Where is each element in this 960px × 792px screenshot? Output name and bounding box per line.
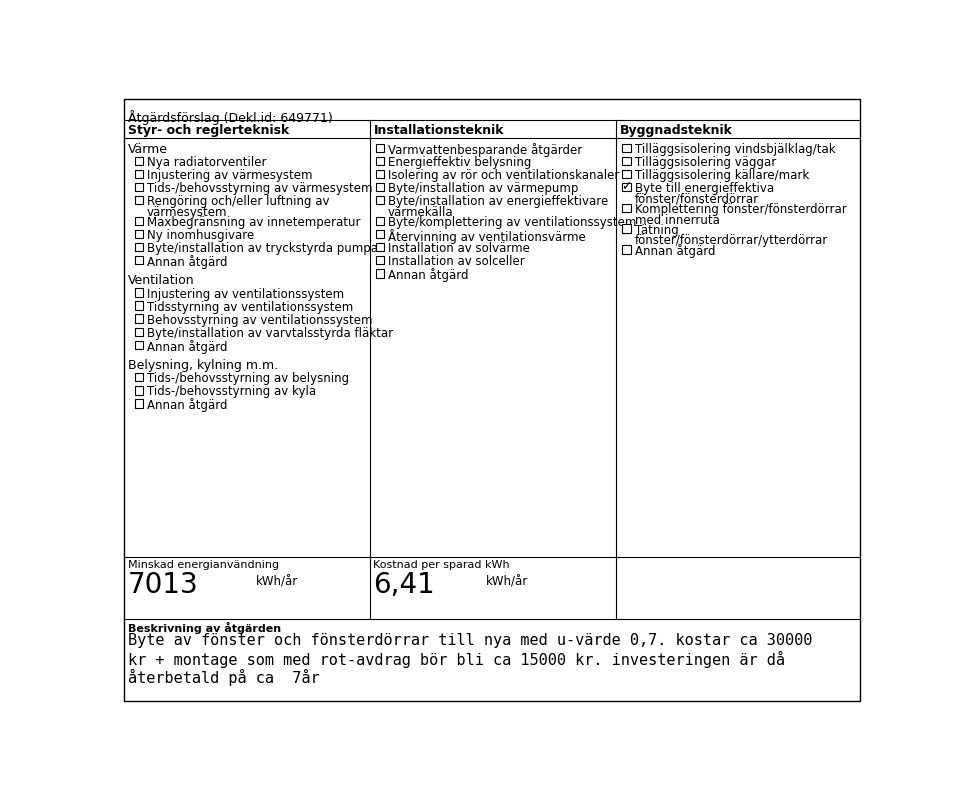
Bar bbox=[134, 373, 143, 382]
Text: Tids-/behovsstyrning av belysning: Tids-/behovsstyrning av belysning bbox=[147, 372, 349, 385]
Text: Tidsstyrning av ventilationssystem: Tidsstyrning av ventilationssystem bbox=[147, 301, 353, 314]
Text: Rengöring och/eller luftning av: Rengöring och/eller luftning av bbox=[147, 195, 329, 208]
Bar bbox=[375, 269, 384, 277]
Bar bbox=[375, 157, 384, 165]
Bar bbox=[375, 243, 384, 251]
Text: Tilläggsisolering vindsbjälklag/tak: Tilläggsisolering vindsbjälklag/tak bbox=[635, 143, 835, 156]
Bar bbox=[134, 386, 143, 394]
Bar bbox=[622, 204, 631, 212]
Text: Värme: Värme bbox=[128, 143, 168, 156]
Text: Åtgärdsförslag (Dekl.id: 649771): Åtgärdsförslag (Dekl.id: 649771) bbox=[128, 110, 332, 125]
Text: Annan åtgärd: Annan åtgärd bbox=[635, 245, 715, 258]
Bar bbox=[622, 169, 631, 178]
Bar bbox=[134, 157, 143, 165]
Bar bbox=[134, 328, 143, 336]
Bar bbox=[375, 256, 384, 265]
Text: värmekälla: värmekälla bbox=[388, 206, 454, 219]
Text: Tilläggsisolering väggar: Tilläggsisolering väggar bbox=[635, 156, 776, 169]
Text: Tids-/behovsstyrning av kyla: Tids-/behovsstyrning av kyla bbox=[147, 386, 316, 398]
Bar bbox=[134, 243, 143, 251]
Text: Tilläggsisolering källare/mark: Tilläggsisolering källare/mark bbox=[635, 169, 809, 182]
Text: Tids-/behovsstyrning av värmesystem: Tids-/behovsstyrning av värmesystem bbox=[147, 182, 372, 195]
Bar bbox=[134, 196, 143, 204]
Text: Minskad energianvändning: Minskad energianvändning bbox=[128, 560, 278, 570]
Bar bbox=[375, 183, 384, 192]
Bar bbox=[375, 143, 384, 152]
Text: Byggnadsteknik: Byggnadsteknik bbox=[620, 124, 732, 136]
Text: Återvinning av ventilationsvärme: Återvinning av ventilationsvärme bbox=[388, 229, 586, 244]
Text: Isolering av rör och ventilationskanaler: Isolering av rör och ventilationskanaler bbox=[388, 169, 619, 182]
Text: Installationsteknik: Installationsteknik bbox=[373, 124, 504, 136]
Text: Kostnad per sparad kWh: Kostnad per sparad kWh bbox=[373, 560, 510, 570]
Text: fönster/fönsterdörrar/ytterdörrar: fönster/fönsterdörrar/ytterdörrar bbox=[635, 234, 828, 247]
Text: Byte/installation av värmepump: Byte/installation av värmepump bbox=[388, 182, 579, 195]
Text: Tätning: Tätning bbox=[635, 223, 679, 237]
Text: Annan åtgärd: Annan åtgärd bbox=[147, 340, 228, 354]
Bar bbox=[134, 169, 143, 178]
Bar bbox=[134, 230, 143, 238]
Text: Behovsstyrning av ventilationssystem: Behovsstyrning av ventilationssystem bbox=[147, 314, 372, 327]
Bar bbox=[134, 399, 143, 408]
Text: Annan åtgärd: Annan åtgärd bbox=[147, 255, 228, 269]
Text: Installation av solceller: Installation av solceller bbox=[388, 255, 525, 268]
Bar bbox=[375, 169, 384, 178]
Text: Byte/installation av varvtalsstyrda fläktar: Byte/installation av varvtalsstyrda fläk… bbox=[147, 327, 394, 340]
Text: återbetald på ca  7år: återbetald på ca 7år bbox=[128, 668, 320, 686]
Bar bbox=[622, 157, 631, 165]
Text: Injustering av ventilationssystem: Injustering av ventilationssystem bbox=[147, 287, 345, 300]
Text: med innerruta: med innerruta bbox=[635, 214, 719, 227]
Bar bbox=[622, 224, 631, 233]
Text: 7013: 7013 bbox=[128, 571, 199, 599]
Bar bbox=[134, 183, 143, 192]
Text: Nya radiatorventiler: Nya radiatorventiler bbox=[147, 156, 267, 169]
Text: Beskrivning av åtgärden: Beskrivning av åtgärden bbox=[128, 622, 281, 634]
Text: Byte till energieffektiva: Byte till energieffektiva bbox=[635, 182, 774, 195]
Bar bbox=[622, 143, 631, 152]
Text: 6,41: 6,41 bbox=[373, 571, 435, 599]
Bar bbox=[134, 256, 143, 265]
Text: Ny inomhusgivare: Ny inomhusgivare bbox=[147, 229, 254, 242]
Bar bbox=[134, 288, 143, 297]
Text: fönster/fönsterdörrar: fönster/fönsterdörrar bbox=[635, 192, 758, 206]
Text: Byte/installation av tryckstyrda pumpar: Byte/installation av tryckstyrda pumpar bbox=[147, 242, 383, 255]
Text: Belysning, kylning m.m.: Belysning, kylning m.m. bbox=[128, 359, 277, 372]
Text: Installation av solvärme: Installation av solvärme bbox=[388, 242, 530, 255]
Text: värmesystem: värmesystem bbox=[147, 206, 228, 219]
Bar bbox=[622, 183, 631, 192]
Text: kr + montage som med rot-avdrag bör bli ca 15000 kr. investeringen är då: kr + montage som med rot-avdrag bör bli … bbox=[128, 651, 784, 668]
Bar bbox=[375, 217, 384, 225]
Text: Byte/komplettering av ventilationssystem: Byte/komplettering av ventilationssystem bbox=[388, 216, 636, 229]
Text: kWh/år: kWh/år bbox=[486, 576, 528, 588]
Bar bbox=[375, 196, 384, 204]
Bar bbox=[134, 341, 143, 349]
Text: Annan åtgärd: Annan åtgärd bbox=[147, 398, 228, 413]
Text: Styr- och reglerteknisk: Styr- och reglerteknisk bbox=[128, 124, 289, 136]
Text: Byte/installation av energieffektivare: Byte/installation av energieffektivare bbox=[388, 195, 609, 208]
Bar bbox=[134, 314, 143, 323]
Text: Annan åtgärd: Annan åtgärd bbox=[388, 268, 468, 282]
Text: ✓: ✓ bbox=[621, 181, 632, 193]
Text: Varmvattenbesparande åtgärder: Varmvattenbesparande åtgärder bbox=[388, 143, 583, 157]
Bar bbox=[134, 302, 143, 310]
Text: Byte av fönster och fönsterdörrar till nya med u-värde 0,7. kostar ca 30000: Byte av fönster och fönsterdörrar till n… bbox=[128, 634, 812, 649]
Bar bbox=[375, 230, 384, 238]
Text: Injustering av värmesystem: Injustering av värmesystem bbox=[147, 169, 313, 182]
Bar bbox=[622, 246, 631, 253]
Bar bbox=[134, 217, 143, 225]
Text: Komplettering fönster/fönsterdörrar: Komplettering fönster/fönsterdörrar bbox=[635, 203, 847, 216]
Text: Maxbegränsning av innetemperatur: Maxbegränsning av innetemperatur bbox=[147, 216, 361, 229]
Text: Energieffektiv belysning: Energieffektiv belysning bbox=[388, 156, 532, 169]
Text: Ventilation: Ventilation bbox=[128, 275, 194, 287]
Text: kWh/år: kWh/år bbox=[255, 576, 298, 588]
